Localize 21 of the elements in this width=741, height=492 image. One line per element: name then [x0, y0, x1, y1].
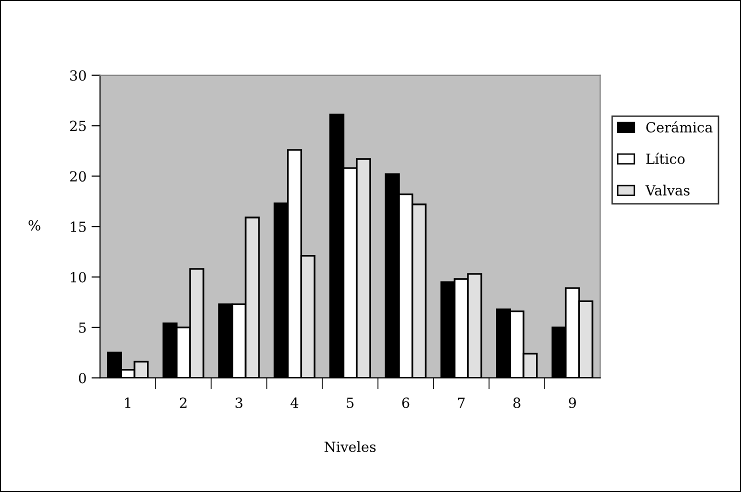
y-tick-label: 30 — [70, 70, 86, 81]
x-tick-label: 8 — [513, 398, 520, 408]
y-tick-label: 15 — [70, 222, 86, 232]
y-tick-label: 10 — [70, 272, 86, 282]
y-tick-label: 20 — [70, 171, 86, 182]
y-axis-title: % — [28, 220, 40, 231]
x-tick-label: 6 — [402, 398, 410, 408]
x-tick-label: 3 — [236, 398, 242, 408]
x-tick-label: 4 — [290, 398, 298, 408]
x-axis-title: Niveles — [324, 441, 376, 452]
legend-label: Valvas — [645, 184, 690, 196]
y-tick-label: 5 — [79, 322, 86, 333]
y-tick-label: 0 — [78, 372, 86, 384]
legend-label: Lítico — [646, 152, 685, 164]
x-tick-label: 1 — [125, 398, 130, 408]
x-tick-label: 9 — [568, 398, 576, 408]
x-tick-label: 7 — [458, 398, 465, 408]
x-tick-label: 5 — [346, 398, 354, 408]
legend-label: Cerámica — [646, 121, 713, 133]
x-tick-label: 2 — [180, 398, 186, 408]
y-tick-label: 25 — [70, 120, 86, 132]
